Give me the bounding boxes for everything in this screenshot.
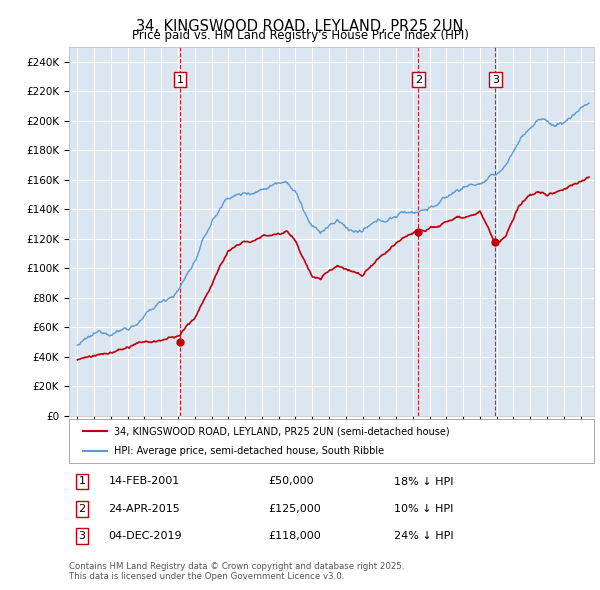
Text: Contains HM Land Registry data © Crown copyright and database right 2025.
This d: Contains HM Land Registry data © Crown c…	[69, 562, 404, 581]
Text: 34, KINGSWOOD ROAD, LEYLAND, PR25 2UN: 34, KINGSWOOD ROAD, LEYLAND, PR25 2UN	[136, 19, 464, 34]
Text: 2: 2	[79, 504, 86, 514]
Text: 14-FEB-2001: 14-FEB-2001	[109, 477, 179, 487]
Text: 04-DEC-2019: 04-DEC-2019	[109, 531, 182, 541]
Text: 1: 1	[176, 75, 184, 84]
Text: 2: 2	[415, 75, 422, 84]
Text: £118,000: £118,000	[269, 531, 321, 541]
Text: 24-APR-2015: 24-APR-2015	[109, 504, 180, 514]
Text: Price paid vs. HM Land Registry's House Price Index (HPI): Price paid vs. HM Land Registry's House …	[131, 30, 469, 42]
Text: 10% ↓ HPI: 10% ↓ HPI	[395, 504, 454, 514]
Text: £50,000: £50,000	[269, 477, 314, 487]
Text: £125,000: £125,000	[269, 504, 321, 514]
Text: 3: 3	[79, 531, 86, 541]
Text: 24% ↓ HPI: 24% ↓ HPI	[395, 531, 454, 541]
Text: HPI: Average price, semi-detached house, South Ribble: HPI: Average price, semi-detached house,…	[113, 446, 384, 455]
Text: 1: 1	[79, 477, 86, 487]
Text: 34, KINGSWOOD ROAD, LEYLAND, PR25 2UN (semi-detached house): 34, KINGSWOOD ROAD, LEYLAND, PR25 2UN (s…	[113, 427, 449, 436]
Text: 3: 3	[492, 75, 499, 84]
Text: 18% ↓ HPI: 18% ↓ HPI	[395, 477, 454, 487]
